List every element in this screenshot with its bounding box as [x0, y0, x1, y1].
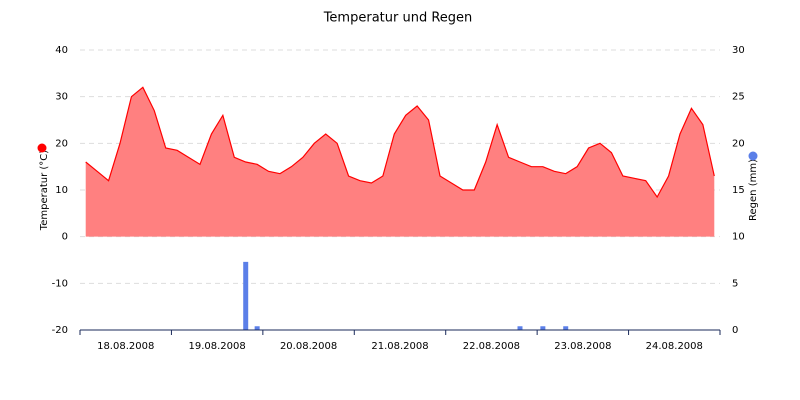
y2-tick-label: 10 [732, 232, 745, 243]
y2-tick-label: 25 [732, 92, 745, 103]
y2-tick-label: 5 [732, 278, 738, 289]
rain-bar [243, 261, 249, 330]
x-tick-label: 20.08.2008 [280, 341, 337, 352]
y-tick-label: 10 [55, 185, 68, 196]
x-tick-label: 22.08.2008 [463, 341, 520, 352]
temperature-area [85, 87, 715, 237]
rain-bar [563, 326, 569, 330]
y-axis-title: Temperatur (°C) [39, 150, 50, 231]
legend-marker [748, 151, 758, 161]
rain-bar [517, 326, 523, 330]
y2-tick-label: 20 [732, 138, 745, 149]
chart-title: Temperatur und Regen [323, 11, 473, 26]
rain-bar [254, 326, 260, 330]
y-tick-label: 40 [55, 45, 68, 56]
y-tick-label: 0 [62, 232, 68, 243]
x-tick-label: 23.08.2008 [554, 341, 611, 352]
x-tick-label: 18.08.2008 [97, 341, 154, 352]
temperature-line [85, 86, 715, 199]
x-tick-label: 21.08.2008 [371, 341, 428, 352]
y-tick-label: -10 [52, 278, 68, 289]
y2-tick-label: 15 [732, 185, 745, 196]
rain-bar [540, 326, 546, 330]
y-tick-label: 20 [55, 138, 68, 149]
x-tick-label: 19.08.2008 [189, 341, 246, 352]
y2-tick-label: 30 [732, 45, 745, 56]
y-tick-label: 30 [55, 92, 68, 103]
legend-marker [37, 143, 47, 153]
y2-axis-title: Regen (mm) [748, 159, 759, 221]
y-tick-label: -20 [52, 325, 68, 336]
y2-tick-label: 0 [732, 325, 738, 336]
x-tick-label: 24.08.2008 [646, 341, 703, 352]
